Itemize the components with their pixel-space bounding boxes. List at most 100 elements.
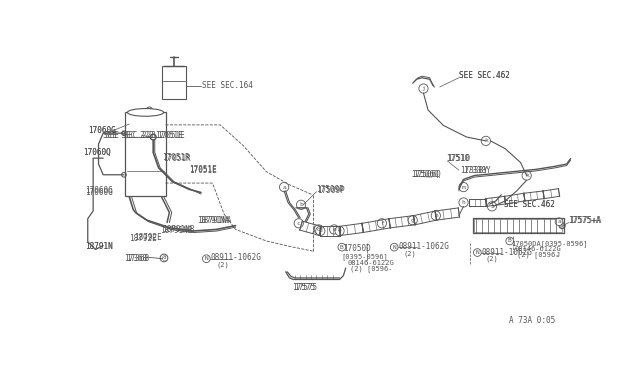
- Text: [0395-0596]: [0395-0596]: [342, 253, 388, 260]
- Text: SEE SEC.462: SEE SEC.462: [504, 200, 554, 209]
- Text: 17575+A: 17575+A: [568, 216, 600, 225]
- Text: 18791N: 18791N: [84, 242, 113, 251]
- Text: 17368: 17368: [124, 254, 147, 263]
- Circle shape: [419, 84, 428, 93]
- Text: 17575: 17575: [292, 283, 316, 292]
- Circle shape: [378, 219, 387, 228]
- Circle shape: [522, 171, 531, 180]
- Text: 17051R: 17051R: [163, 154, 191, 163]
- Circle shape: [147, 107, 152, 113]
- Text: A 73A 0:05: A 73A 0:05: [509, 316, 556, 325]
- Text: 17060G: 17060G: [88, 126, 115, 135]
- Text: B: B: [340, 245, 344, 250]
- Text: 17506Q: 17506Q: [413, 170, 440, 179]
- Text: i: i: [490, 204, 494, 209]
- Text: 17051R: 17051R: [163, 153, 190, 161]
- Circle shape: [390, 243, 398, 251]
- Circle shape: [160, 254, 168, 262]
- Text: 08146-6122G: 08146-6122G: [515, 246, 561, 252]
- Text: d: d: [319, 228, 322, 234]
- Text: 18792E: 18792E: [129, 234, 157, 243]
- Circle shape: [296, 200, 306, 209]
- Circle shape: [316, 226, 325, 235]
- Text: (2): (2): [403, 251, 416, 257]
- Circle shape: [459, 198, 468, 207]
- Text: 17060G: 17060G: [84, 186, 113, 195]
- Text: 17051E: 17051E: [189, 166, 217, 174]
- Text: 17050D: 17050D: [344, 244, 371, 253]
- Text: SEE SEC.462: SEE SEC.462: [459, 71, 510, 80]
- Text: 17051E: 17051E: [189, 165, 217, 174]
- Text: SEE SEC.462: SEE SEC.462: [504, 200, 554, 209]
- Text: 17509P: 17509P: [316, 185, 344, 194]
- Text: 08911-1062G: 08911-1062G: [211, 253, 262, 262]
- Text: d: d: [317, 227, 321, 232]
- Bar: [125, 112, 166, 196]
- Circle shape: [202, 255, 210, 263]
- Text: J: J: [555, 252, 559, 258]
- Text: c: c: [297, 221, 301, 226]
- Text: m: m: [461, 185, 465, 190]
- Text: N: N: [392, 245, 396, 250]
- Text: SEE SEC.223: SEE SEC.223: [103, 131, 154, 140]
- Text: B: B: [508, 238, 511, 244]
- Text: 17509P: 17509P: [317, 186, 345, 195]
- Bar: [163, 66, 186, 99]
- Text: 17060G: 17060G: [88, 126, 115, 135]
- Circle shape: [555, 218, 563, 225]
- Text: SEE SEC.223: SEE SEC.223: [105, 131, 156, 140]
- Circle shape: [481, 136, 490, 145]
- Text: a: a: [282, 185, 286, 190]
- Text: g: g: [411, 218, 415, 223]
- Text: 18792E: 18792E: [134, 232, 162, 242]
- Text: 17051E: 17051E: [157, 131, 185, 140]
- Text: @: @: [162, 255, 166, 261]
- Text: (2): (2): [216, 262, 229, 268]
- Text: SEE SEC.462: SEE SEC.462: [459, 71, 510, 80]
- Text: j: j: [422, 86, 426, 91]
- Circle shape: [150, 134, 156, 140]
- Circle shape: [330, 225, 339, 234]
- Text: 17510: 17510: [447, 154, 470, 163]
- Text: 18791NB: 18791NB: [160, 227, 193, 235]
- Text: 17338Y: 17338Y: [460, 166, 488, 174]
- Text: (2) [0596-: (2) [0596-: [349, 265, 392, 272]
- Bar: [474, 219, 562, 232]
- Text: 17060Q: 17060Q: [83, 148, 111, 157]
- Circle shape: [408, 216, 417, 225]
- Text: f: f: [380, 221, 384, 226]
- Text: 18791NB: 18791NB: [163, 225, 195, 234]
- Text: SEE SEC.164: SEE SEC.164: [202, 81, 253, 90]
- Text: 17338Y: 17338Y: [463, 166, 490, 174]
- Text: 18791NA: 18791NA: [197, 216, 230, 225]
- Text: 17368: 17368: [126, 254, 149, 263]
- Text: b: b: [299, 202, 303, 207]
- Text: k: k: [484, 138, 488, 143]
- Circle shape: [280, 183, 289, 192]
- Ellipse shape: [127, 109, 164, 116]
- Circle shape: [338, 243, 346, 251]
- Circle shape: [294, 219, 303, 228]
- Text: h: h: [461, 200, 465, 205]
- Text: 17060G: 17060G: [84, 188, 113, 197]
- Text: 17051E: 17051E: [156, 131, 183, 140]
- Text: 18791NA: 18791NA: [198, 216, 231, 225]
- Text: h: h: [434, 213, 438, 218]
- Text: e: e: [332, 227, 336, 232]
- Circle shape: [506, 237, 513, 245]
- Circle shape: [314, 225, 323, 234]
- Circle shape: [459, 183, 468, 192]
- Text: 08146-6122G: 08146-6122G: [348, 260, 394, 266]
- Text: (2): (2): [486, 256, 499, 262]
- Text: 17060Q: 17060Q: [83, 148, 111, 157]
- Text: 18791N: 18791N: [84, 242, 113, 251]
- Text: 17050DA[0395-0596]: 17050DA[0395-0596]: [511, 240, 588, 247]
- Text: 08911-1062G: 08911-1062G: [482, 248, 533, 257]
- Text: e: e: [338, 228, 341, 234]
- Text: 17510: 17510: [447, 154, 470, 163]
- Text: (2) [0596-: (2) [0596-: [517, 251, 560, 258]
- Text: N: N: [204, 256, 208, 261]
- Text: N: N: [476, 250, 479, 255]
- Text: a: a: [557, 219, 561, 224]
- Circle shape: [488, 202, 497, 211]
